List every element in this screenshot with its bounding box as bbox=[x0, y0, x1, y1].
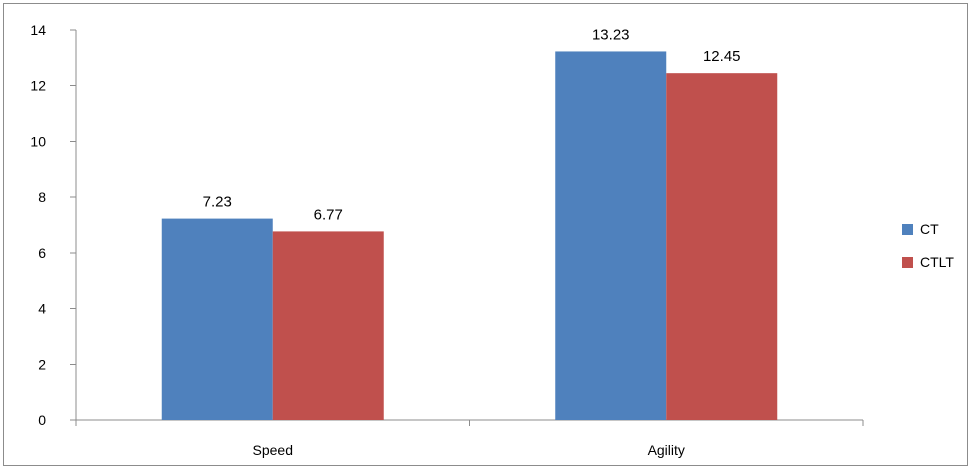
bars bbox=[161, 51, 778, 420]
y-tick-label: 14 bbox=[30, 22, 46, 38]
category-label: Agility bbox=[648, 442, 685, 458]
y-axis: 0 2 4 6 8 10 12 14 bbox=[30, 22, 77, 428]
legend-label-ctlt: CTLT bbox=[920, 254, 954, 270]
legend-swatch-ctlt bbox=[902, 257, 913, 268]
legend-label-ct: CT bbox=[920, 221, 939, 237]
y-tick-label: 8 bbox=[38, 189, 46, 205]
bar-ctlt-speed bbox=[272, 231, 384, 420]
data-label-ctlt-speed: 6.77 bbox=[314, 206, 343, 223]
bar-ct-speed bbox=[161, 218, 273, 420]
y-tick-label: 6 bbox=[38, 245, 46, 261]
legend: CT CTLT bbox=[902, 221, 954, 270]
y-tick-label: 0 bbox=[38, 412, 46, 428]
bar-ct-agility bbox=[555, 51, 667, 420]
x-axis: Speed Agility bbox=[75, 419, 864, 458]
y-tick-label: 4 bbox=[38, 301, 46, 317]
data-label-ct-agility: 13.23 bbox=[592, 26, 630, 43]
data-label-ctlt-agility: 12.45 bbox=[703, 48, 741, 65]
data-label-ct-speed: 7.23 bbox=[203, 194, 232, 211]
data-labels: 7.23 6.77 13.23 12.45 bbox=[203, 26, 741, 223]
bar-ctlt-agility bbox=[666, 73, 778, 420]
legend-swatch-ct bbox=[902, 224, 913, 235]
y-tick-label: 2 bbox=[38, 356, 46, 372]
y-tick-label: 10 bbox=[30, 133, 46, 149]
category-label: Speed bbox=[253, 442, 293, 458]
y-tick-label: 12 bbox=[30, 78, 46, 94]
